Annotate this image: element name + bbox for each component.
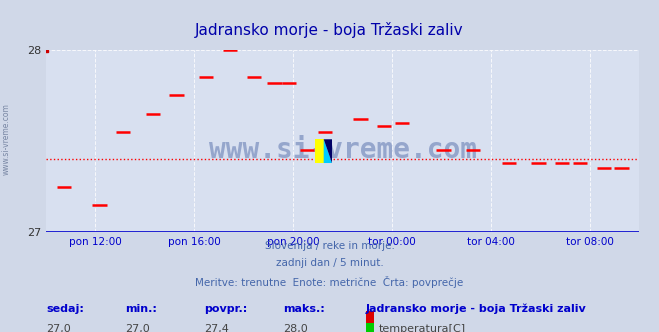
Text: Jadransko morje - boja Tržaski zaliv: Jadransko morje - boja Tržaski zaliv — [195, 22, 464, 38]
Text: 27,4: 27,4 — [204, 324, 229, 332]
Text: maks.:: maks.: — [283, 304, 325, 314]
Text: 27,0: 27,0 — [46, 324, 71, 332]
Text: sedaj:: sedaj: — [46, 304, 84, 314]
Polygon shape — [324, 139, 332, 163]
Text: temperatura[C]: temperatura[C] — [379, 324, 466, 332]
Text: 27,0: 27,0 — [125, 324, 150, 332]
Text: povpr.:: povpr.: — [204, 304, 248, 314]
Polygon shape — [324, 139, 332, 163]
Text: zadnji dan / 5 minut.: zadnji dan / 5 minut. — [275, 258, 384, 268]
Text: www.si-vreme.com: www.si-vreme.com — [209, 136, 476, 164]
Text: Meritve: trenutne  Enote: metrične  Črta: povprečje: Meritve: trenutne Enote: metrične Črta: … — [195, 276, 464, 288]
Text: 28,0: 28,0 — [283, 324, 308, 332]
Text: min.:: min.: — [125, 304, 157, 314]
Bar — [316, 139, 324, 163]
Text: www.si-vreme.com: www.si-vreme.com — [2, 104, 11, 175]
Text: Jadransko morje - boja Tržaski zaliv: Jadransko morje - boja Tržaski zaliv — [366, 304, 587, 314]
Text: Slovenija / reke in morje.: Slovenija / reke in morje. — [264, 241, 395, 251]
